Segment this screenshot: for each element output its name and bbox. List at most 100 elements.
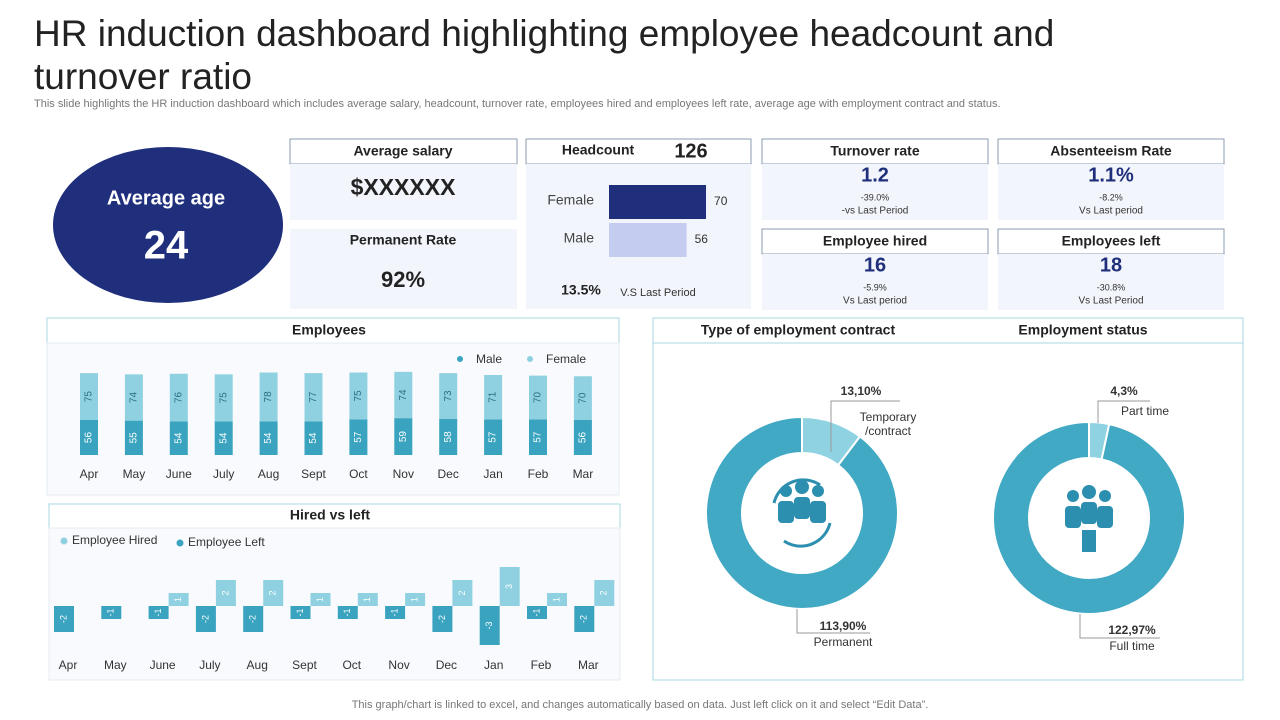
bar [357, 593, 378, 606]
icon-body [1081, 502, 1097, 524]
kpi-change: -39.0% [861, 192, 890, 202]
kpi-note: Vs Last period [843, 296, 907, 307]
kpi-note: -vs Last Period [842, 206, 909, 217]
x-tick-label: June [150, 658, 176, 672]
bar-label: -2 [58, 615, 68, 623]
x-tick-label: Dec [436, 658, 457, 672]
x-tick-label: Jan [484, 658, 503, 672]
bar [215, 580, 236, 606]
x-tick-label: Apr [59, 658, 78, 672]
x-tick-label: Mar [573, 467, 594, 481]
leader-line [796, 609, 870, 634]
panel [290, 164, 517, 220]
card-value: $XXXXXX [351, 174, 456, 200]
icon-arrows [772, 478, 832, 548]
leader-line [1079, 614, 1160, 639]
headcount-note: V.S Last Period [620, 287, 695, 299]
category-label: Female [547, 192, 594, 208]
card-label: Average salary [353, 143, 452, 159]
bar-label: -2 [579, 615, 589, 623]
kpi-value: 1.1% [1088, 164, 1134, 186]
kpi-change: -30.8% [1097, 282, 1126, 292]
x-tick-label: Sept [301, 467, 326, 481]
bar-label: 59 [398, 431, 409, 443]
x-tick-label: Dec [438, 467, 459, 481]
x-tick-label: June [166, 467, 192, 481]
chart-title: Employment status [1018, 322, 1147, 338]
bar-segment [439, 373, 458, 419]
bar [499, 567, 520, 606]
bar-label: 57 [533, 431, 544, 443]
bar [168, 593, 189, 606]
icon [1065, 485, 1113, 528]
panel [997, 138, 1225, 165]
bar-segment [80, 420, 98, 455]
bar-label: 1 [551, 597, 561, 602]
leader-line [830, 400, 900, 452]
bar-label: 2 [599, 590, 609, 595]
bar-label: 70 [533, 392, 544, 404]
legend-label: Employee Hired [72, 533, 157, 547]
kpi-value: 16 [864, 254, 886, 276]
kpi-label: Turnover rate [830, 143, 919, 159]
bar-label: 76 [173, 392, 184, 404]
card-label: Permanent Rate [350, 232, 457, 248]
data-label: 4,3% [1110, 384, 1138, 398]
bar-label: 57 [488, 431, 499, 443]
panel [289, 138, 518, 165]
headcount-value: 126 [674, 140, 707, 162]
chart-title: Type of employment contract [701, 322, 896, 338]
bar [290, 606, 311, 619]
bar-label: 78 [263, 391, 274, 403]
footer: This graph/chart is linked to excel, and… [351, 699, 929, 711]
icon-body [1097, 506, 1113, 528]
bar-segment [304, 421, 323, 455]
bar-label: -1 [342, 608, 352, 616]
bar [243, 606, 264, 632]
x-tick-label: May [104, 658, 127, 672]
kpi-change: -5.9% [863, 282, 887, 292]
bar-label: 1 [409, 597, 419, 602]
chart-title: Hired vs left [290, 507, 370, 523]
bar-segment [259, 421, 278, 455]
bar [594, 580, 615, 606]
x-tick-label: July [199, 658, 220, 672]
bar-label: 1 [173, 597, 183, 602]
donut-slice [992, 420, 1186, 615]
bar-segment [349, 372, 368, 420]
bar-label: 70 [578, 392, 589, 404]
icon-base [1082, 530, 1096, 552]
bar-label: 75 [218, 392, 229, 404]
bar [385, 606, 406, 619]
panel [652, 317, 1244, 681]
bar-label: -2 [437, 615, 447, 623]
bar-label: -1 [389, 608, 399, 616]
bar-label: 2 [268, 590, 278, 595]
bar-label: 56 [695, 232, 709, 246]
panel [761, 138, 989, 165]
bar-segment [573, 376, 592, 420]
icon-body [778, 501, 794, 523]
icon [778, 480, 826, 523]
bar-label: 55 [129, 432, 140, 444]
bar-segment [484, 419, 503, 455]
icon-head [1099, 490, 1111, 502]
bar-label: 58 [443, 431, 454, 443]
bar-label: -1 [295, 608, 305, 616]
category-label: Male [564, 230, 595, 246]
icon-head [1067, 490, 1079, 502]
bar-label: 1 [315, 597, 325, 602]
age-label: Average age [107, 187, 225, 209]
bar-segment [214, 374, 233, 422]
bar-label: 75 [84, 391, 95, 403]
bar-segment [394, 371, 413, 419]
bar-label: -2 [200, 615, 210, 623]
panel [48, 503, 621, 529]
bar-label: 54 [263, 432, 274, 444]
card-value: 92% [381, 267, 425, 292]
bar [405, 593, 426, 606]
panel [762, 164, 988, 220]
bar-label: 54 [173, 432, 184, 444]
data-label: 122,97% [1108, 623, 1156, 637]
